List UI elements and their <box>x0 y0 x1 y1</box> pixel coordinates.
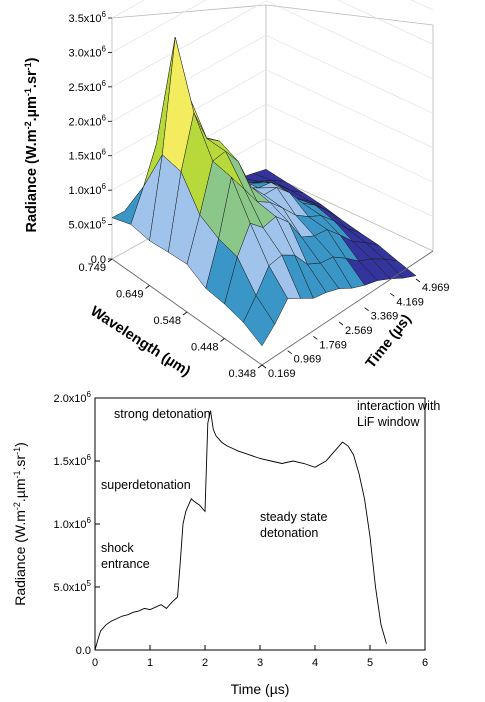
surface-grid <box>111 0 434 225</box>
y-tick-label: 5.0x105 <box>54 579 92 594</box>
time-ticks: 0.169 0.969 1.769 2.569 3.369 4.169 4.969 <box>261 278 450 380</box>
annotation-interaction: interaction with <box>357 399 440 413</box>
z-tick-label: 5.0x105 <box>69 217 107 232</box>
time-tick-mark <box>390 293 395 297</box>
y-tick-label: 1.5x106 <box>54 453 92 468</box>
wavelength-tick-label: 0.448 <box>191 342 219 354</box>
time-tick-mark <box>415 278 421 283</box>
annotation-shock: shock <box>101 541 134 555</box>
y-tick-label: 2.0x106 <box>54 390 92 405</box>
wavelength-tick-mark <box>145 285 150 289</box>
x-tick-label: 5 <box>367 657 373 669</box>
wavelength-tick-label: 0.548 <box>153 315 181 327</box>
z-tick-label: 3.5x106 <box>69 10 107 25</box>
plot-frame <box>94 397 426 651</box>
y-axis-ticks: 0.0 5.0x105 1.0x106 1.5x106 2.0x106 <box>54 390 100 657</box>
surface-face <box>243 295 276 347</box>
z-tick-label: 1.5x106 <box>69 148 107 163</box>
wavelength-tick-mark <box>220 338 225 342</box>
z-tick-label: 2.0x106 <box>69 113 107 128</box>
wavelength-tick-label: 0.749 <box>78 262 106 274</box>
x-axis-label: Time (µs) <box>231 681 290 697</box>
wavelength-tick-mark <box>257 364 263 369</box>
z-tick-label: 0.0 <box>91 254 106 266</box>
time-tick-mark <box>313 336 318 340</box>
time-tick-label: 3.369 <box>371 311 399 323</box>
annotation-lif-window: LiF window <box>357 415 420 429</box>
annotation-strong-detonation: strong detonation <box>114 407 211 421</box>
z-tick-label: 3.0x106 <box>69 44 107 59</box>
time-tick-mark <box>261 364 267 369</box>
wavelength-tick-mark <box>107 258 113 263</box>
x-tick-label: 2 <box>202 657 208 669</box>
time-tick-label: 0.169 <box>268 368 296 380</box>
surface-faces <box>111 37 417 347</box>
z-tick-label: 1.0x106 <box>69 182 107 197</box>
x-axis-ticks: 0 1 2 3 4 5 6 <box>92 645 428 669</box>
z-axis-label: Radiance (W.m-2.µm-1.sr-1) <box>23 57 40 232</box>
time-tick-label: 0.969 <box>294 354 322 366</box>
x-tick-label: 3 <box>257 657 263 669</box>
x-tick-label: 4 <box>312 657 318 669</box>
time-tick-mark <box>287 350 292 354</box>
wavelength-tick-mark <box>182 311 188 316</box>
x-tick-label: 0 <box>92 657 98 669</box>
wavelength-ticks: 0.749 0.649 0.548 0.448 0.348 <box>78 258 263 380</box>
time-tick-label: 1.769 <box>319 339 347 351</box>
x-tick-label: 1 <box>147 657 153 669</box>
wavelength-tick-label: 0.649 <box>116 289 144 301</box>
y-tick-label: 1.0x106 <box>54 516 92 531</box>
time-tick-label: 4.169 <box>396 296 424 308</box>
time-tick-mark <box>338 321 344 326</box>
z-axis-ticks: 0.0 5.0x105 1.0x106 1.5x106 2.0x106 2.5x106 3.… <box>69 10 112 266</box>
annotation-entrance: entrance <box>101 557 150 571</box>
time-tick-mark <box>364 307 369 311</box>
surface-chart: 0.0 5.0x105 1.0x106 1.5x106 2.0x106 2.5x106 3.… <box>23 0 450 380</box>
z-tick-label: 2.5x106 <box>69 79 107 94</box>
series-line <box>94 410 387 651</box>
annotation-superdetonation: superdetonation <box>101 478 191 492</box>
annotation-detonation: detonation <box>260 526 318 540</box>
time-tick-label: 4.969 <box>422 282 450 294</box>
wavelength-tick-label: 0.348 <box>228 368 256 380</box>
annotation-steady-state: steady state <box>260 510 327 524</box>
y-axis-label: Radiance (W.m-2.µm-1.sr-1) <box>12 442 28 606</box>
y-tick-label: 0.0 <box>76 645 91 657</box>
x-tick-label: 6 <box>422 657 428 669</box>
time-tick-label: 2.569 <box>345 325 373 337</box>
